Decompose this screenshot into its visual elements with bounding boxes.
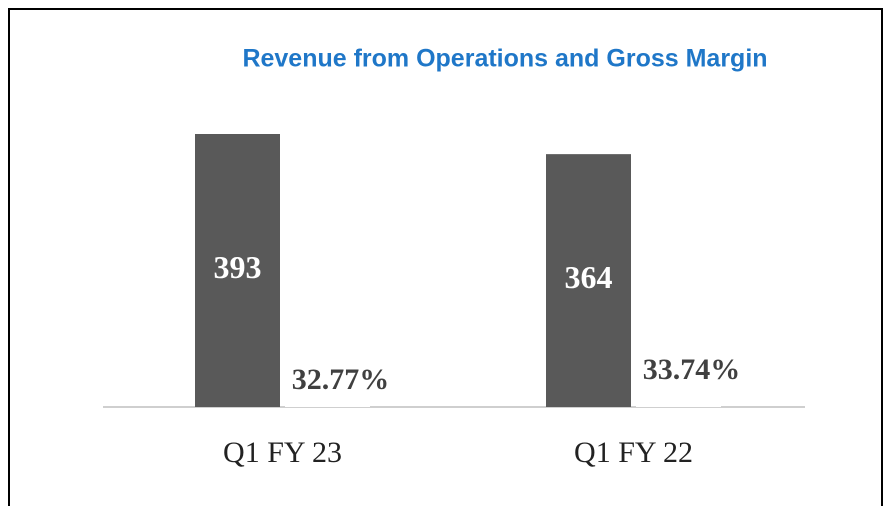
data-label: 393 — [214, 249, 262, 285]
x-tick-label: Q1 FY 23 — [223, 436, 342, 469]
data-label: 32.77% — [292, 363, 390, 396]
x-tick-label: Q1 FY 22 — [574, 436, 693, 469]
bar — [636, 383, 721, 407]
chart-title: Revenue from Operations and Gross Margin — [242, 45, 767, 73]
bar — [195, 134, 280, 407]
bar — [285, 384, 370, 407]
frame — [8, 8, 883, 506]
data-label: 364 — [565, 259, 613, 295]
bar — [546, 154, 631, 407]
data-label: 33.74% — [643, 353, 741, 386]
